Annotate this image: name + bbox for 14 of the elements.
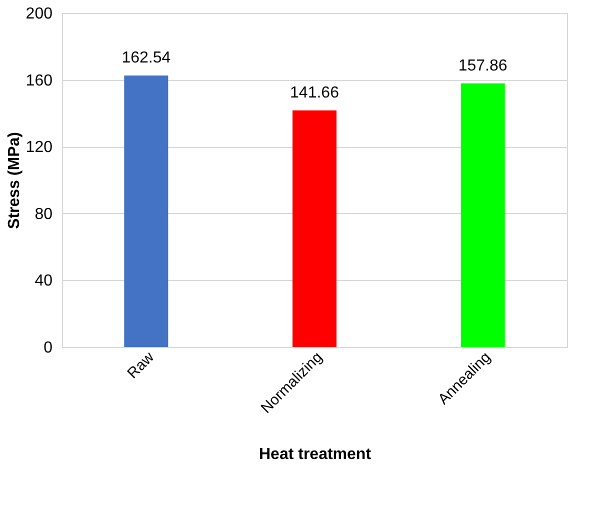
y-tick-label: 0 — [44, 340, 53, 356]
y-tick-label: 80 — [34, 206, 53, 223]
bar — [292, 110, 336, 347]
y-tick-label: 120 — [26, 139, 53, 156]
data-label: 157.86 — [458, 57, 508, 74]
bar — [460, 83, 505, 347]
data-label: 162.54 — [122, 50, 171, 67]
y-tick-label: 200 — [26, 6, 53, 22]
bar — [124, 76, 168, 347]
data-label: 141.66 — [290, 84, 340, 102]
y-tick-label: 160 — [26, 72, 53, 90]
y-axis-title: Stress (MPa) — [6, 132, 23, 229]
y-tick-label: 40 — [34, 272, 53, 290]
x-axis-title: Heat treatment — [258, 446, 372, 464]
